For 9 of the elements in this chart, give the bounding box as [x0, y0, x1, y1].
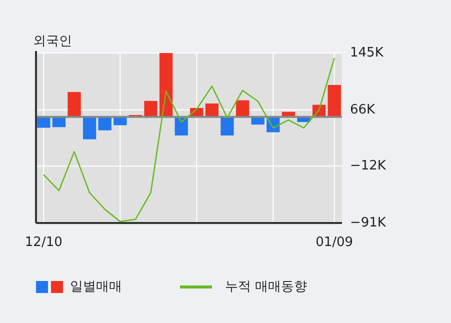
legend-label: 누적 매매동향	[225, 280, 308, 295]
y-tick-label: 145K	[350, 46, 384, 61]
y-tick-label: −12K	[350, 158, 386, 174]
chart-title: 외국인	[33, 34, 72, 49]
y-tick-label: 66K	[350, 102, 376, 118]
x-tick-label: 01/09	[316, 235, 354, 250]
x-tick-label: 12/10	[24, 235, 62, 250]
y-tick-label: −91K	[350, 216, 386, 231]
legend-label: 일별매매	[70, 280, 122, 295]
